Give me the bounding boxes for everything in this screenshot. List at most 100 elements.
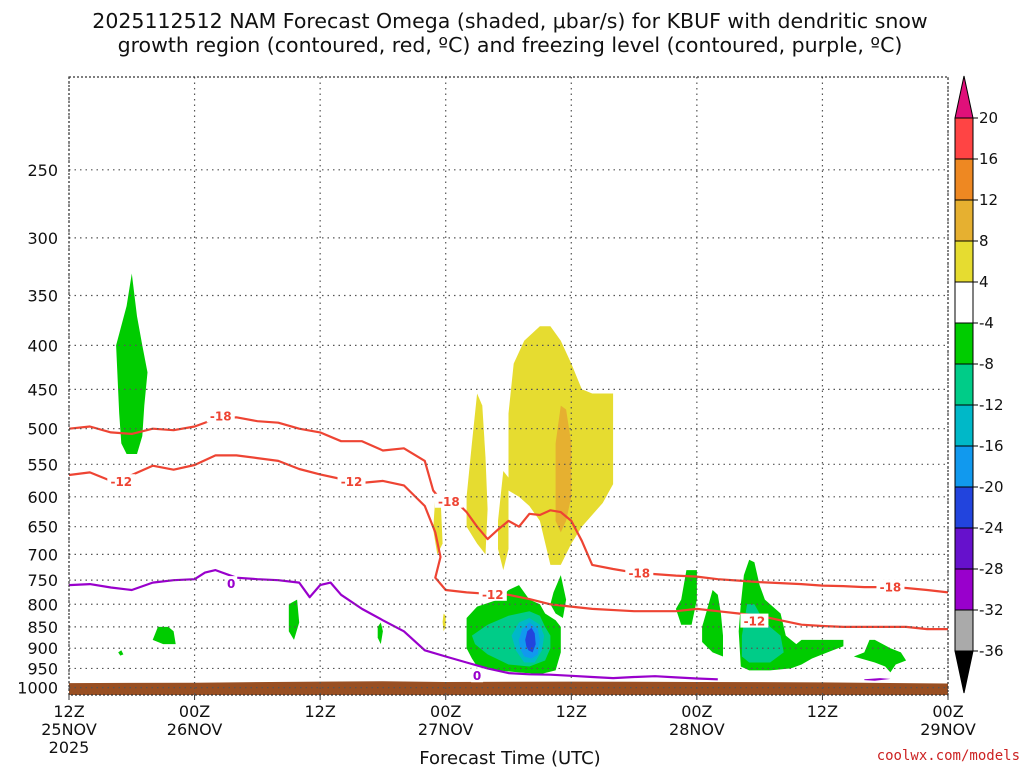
x-tick-label-date: 26NOV — [167, 720, 223, 739]
contour-label-text: -12 — [110, 475, 132, 489]
credit-link[interactable]: coolwx.com/models — [877, 748, 1020, 764]
colorbar-segment — [954, 527, 974, 570]
contour-label: 0 — [225, 576, 238, 591]
y-tick-label: 850 — [27, 618, 58, 637]
contour-label-text: -12 — [482, 588, 504, 602]
colorbar-segment — [954, 322, 974, 365]
contour-label-bg — [740, 613, 769, 628]
colorbar-label: -28 — [979, 560, 1004, 578]
colorbar-segment — [954, 281, 974, 324]
colorbar-label: 16 — [979, 150, 998, 168]
y-tick-label: 900 — [27, 639, 58, 658]
x-tick-label-time: 12Z — [304, 702, 335, 721]
colorbar-bottom-arrow — [954, 650, 974, 694]
omega-region--20 — [525, 627, 536, 653]
omega-region-4 — [498, 471, 509, 571]
y-tick-label: 450 — [27, 380, 58, 399]
colorbar-segment — [954, 486, 974, 529]
colorbar-segment — [954, 199, 974, 242]
contour-label-bg — [876, 579, 905, 594]
plot-area: -18 -12 -12 0 -18 -12 -18 -12 -18 0 — [68, 76, 949, 696]
y-tick-label: 600 — [27, 488, 58, 507]
colorbar-label: -36 — [979, 642, 1004, 660]
contour-label-bg — [225, 576, 238, 591]
contour-label: 0 — [471, 668, 484, 683]
contour-label-text: 0 — [473, 669, 481, 683]
contour-label: -12 — [107, 474, 136, 489]
colorbar-segment — [954, 240, 974, 283]
contour-label: -12 — [337, 474, 366, 489]
contour-label: -12 — [478, 586, 507, 602]
omega-region--4 — [116, 273, 148, 454]
y-tick-label: 250 — [27, 161, 58, 180]
contour-label: -18 — [434, 493, 463, 509]
contour-label-text: -12 — [744, 615, 766, 629]
x-tick-label-time: 12Z — [556, 702, 587, 721]
x-tick-label-time: 00Z — [681, 702, 712, 721]
omega-region--4 — [288, 599, 300, 640]
x-tick-label-year: 2025 — [49, 738, 90, 757]
y-tick-label: 650 — [27, 518, 58, 537]
contour-label-text: -18 — [210, 410, 232, 424]
omega-region-4 — [466, 393, 488, 555]
colorbar-segment — [954, 404, 974, 447]
contour-label: -12 — [740, 613, 769, 629]
y-tick-label: 350 — [27, 286, 58, 305]
colorbar-label: 12 — [979, 191, 998, 209]
colorbar-label: -16 — [979, 437, 1004, 455]
x-tick-label-time: 00Z — [932, 702, 963, 721]
contour-line--12 — [69, 454, 948, 631]
y-tick-label: 800 — [27, 595, 58, 614]
colorbar-segment — [954, 568, 974, 611]
x-tick-label-time: 00Z — [179, 702, 210, 721]
omega-region--4 — [377, 622, 383, 645]
omega-region--28 — [864, 678, 891, 681]
contour-label-bg — [206, 408, 235, 423]
plot-clip-group — [69, 273, 948, 695]
colorbar-label: -24 — [979, 519, 1004, 537]
contour-label-bg — [471, 668, 484, 683]
contour-label-text: -12 — [341, 475, 363, 489]
omega-region--4 — [550, 575, 567, 618]
plot-frame — [68, 76, 949, 696]
colorbar-segment — [954, 158, 974, 201]
y-tick-label: 400 — [27, 336, 58, 355]
y-tick-label: 950 — [27, 659, 58, 678]
x-tick-label-date: 25NOV — [41, 720, 97, 739]
colorbar-label: 4 — [979, 273, 989, 291]
y-tick-label: 550 — [27, 455, 58, 474]
omega-region--4 — [152, 626, 176, 645]
contour-label: -18 — [625, 565, 654, 581]
colorbar-label: -32 — [979, 601, 1004, 619]
contour-label-bg — [337, 474, 366, 489]
contour-label-bg — [478, 586, 507, 601]
colorbar-segment — [954, 609, 974, 652]
colorbar-label: 8 — [979, 232, 989, 250]
x-tick-label-date: 29NOV — [920, 720, 976, 739]
y-axis-ticks: 250 300 350 400 450 500 550 600 650 700 750 800 850 9… — [17, 161, 58, 698]
colorbar-label: -8 — [979, 355, 994, 373]
ground-terrain — [69, 681, 948, 695]
contour-line-0 — [69, 569, 718, 681]
chart-title-line-1: 2025112512 NAM Forecast Omega (shaded, μ… — [92, 9, 927, 33]
contour-label-bg — [625, 565, 654, 580]
colorbar-top-arrow — [954, 75, 974, 119]
contour-line--18 — [69, 416, 948, 594]
y-tick-label: 750 — [27, 571, 58, 590]
omega-region--4 — [853, 639, 907, 673]
omega-region--4 — [675, 570, 697, 625]
y-tick-label: 700 — [27, 545, 58, 564]
chart-title-line-2: growth region (contoured, red, ºC) and f… — [118, 33, 903, 57]
contour-label: -18 — [206, 408, 235, 424]
colorbar-label: -12 — [979, 396, 1004, 414]
contour-label: -18 — [876, 579, 905, 595]
omega-region--4 — [702, 590, 723, 657]
x-tick-label-time: 12Z — [807, 702, 838, 721]
omega-region-8 — [555, 405, 572, 533]
colorbar-segment — [954, 117, 974, 160]
colorbar: 20 16 12 8 4 -4 -8 -12 -16 -20 -24 -28 -32 -36 — [954, 75, 1004, 694]
x-tick-label-time: 12Z — [53, 702, 84, 721]
omega-region-4 — [433, 496, 443, 555]
